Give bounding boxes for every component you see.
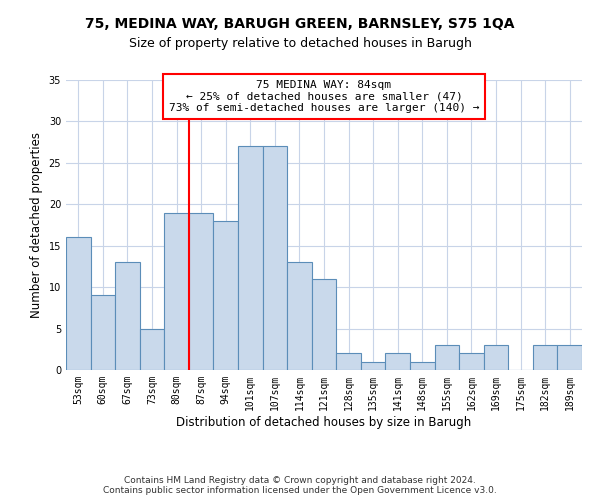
Bar: [287, 262, 312, 370]
Bar: [312, 279, 336, 370]
Bar: [459, 354, 484, 370]
Bar: [214, 221, 238, 370]
Bar: [66, 238, 91, 370]
Text: Contains HM Land Registry data © Crown copyright and database right 2024.
Contai: Contains HM Land Registry data © Crown c…: [103, 476, 497, 495]
Text: Size of property relative to detached houses in Barugh: Size of property relative to detached ho…: [128, 38, 472, 51]
Text: 75, MEDINA WAY, BARUGH GREEN, BARNSLEY, S75 1QA: 75, MEDINA WAY, BARUGH GREEN, BARNSLEY, …: [85, 18, 515, 32]
Bar: [115, 262, 140, 370]
Bar: [557, 345, 582, 370]
Bar: [91, 296, 115, 370]
Bar: [164, 212, 189, 370]
Bar: [410, 362, 434, 370]
Bar: [434, 345, 459, 370]
Bar: [189, 212, 214, 370]
Bar: [361, 362, 385, 370]
Bar: [336, 354, 361, 370]
Y-axis label: Number of detached properties: Number of detached properties: [30, 132, 43, 318]
Bar: [263, 146, 287, 370]
Text: 75 MEDINA WAY: 84sqm
← 25% of detached houses are smaller (47)
73% of semi-detac: 75 MEDINA WAY: 84sqm ← 25% of detached h…: [169, 80, 479, 113]
Bar: [238, 146, 263, 370]
X-axis label: Distribution of detached houses by size in Barugh: Distribution of detached houses by size …: [176, 416, 472, 428]
Bar: [140, 328, 164, 370]
Bar: [533, 345, 557, 370]
Bar: [484, 345, 508, 370]
Bar: [385, 354, 410, 370]
